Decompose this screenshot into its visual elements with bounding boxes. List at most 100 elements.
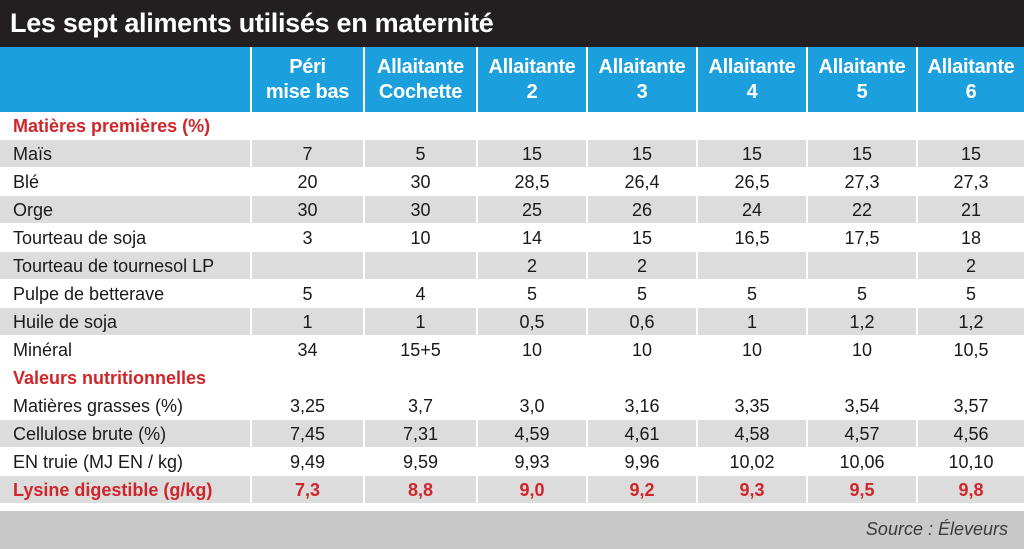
table-cell: 7 [250, 140, 363, 167]
table-cell [250, 252, 363, 279]
table-cell: 3 [250, 224, 363, 251]
table-cell: 21 [916, 196, 1024, 223]
table-cell: 5 [696, 280, 806, 307]
table-cell: 10,02 [696, 448, 806, 475]
table-row: Orge 30 30 25 26 24 22 21 [0, 196, 1024, 224]
table-cell: 15 [476, 140, 586, 167]
raw-materials-rows: Maïs 7 5 15 15 15 15 15 Blé 20 30 28,5 26,4 26,5 27,3 2… [0, 140, 1024, 364]
table-cell: 24 [696, 196, 806, 223]
row-label: Tourteau de tournesol LP [13, 256, 215, 276]
table-cell: 2 [476, 252, 586, 279]
table-cell: 9,59 [363, 448, 476, 475]
table-cell [363, 252, 476, 279]
row-label: Matières grasses (%) [13, 396, 184, 416]
column-header-line1: Allaitante [927, 55, 1015, 78]
table-cell: 5 [586, 280, 696, 307]
feed-table: Péri mise bas Allaitante Cochette Allaitan… [0, 47, 1024, 504]
table-cell [696, 252, 806, 279]
row-label: Lysine digestible (g/kg) [13, 480, 213, 500]
row-label: Maïs [13, 144, 53, 164]
table-row: Huile de soja 1 1 0,5 0,6 1 1,2 1,2 [0, 308, 1024, 336]
table-cell: 3,54 [806, 392, 916, 419]
table-row: Matières grasses (%) 3,25 3,7 3,0 3,16 3,35 3,… [0, 392, 1024, 420]
table-cell: 4,56 [916, 420, 1024, 447]
table-cell: 10,5 [916, 336, 1024, 363]
table-cell: 5 [916, 280, 1024, 307]
table-cell: 1 [363, 308, 476, 335]
table-cell: 9,49 [250, 448, 363, 475]
table-cell: 15+5 [363, 336, 476, 363]
table-cell: 0,5 [476, 308, 586, 335]
column-header: Allaitante 2 [476, 47, 586, 112]
table-cell: 3,0 [476, 392, 586, 419]
row-label: Minéral [13, 340, 73, 360]
table-cell: 9,5 [806, 476, 916, 503]
table-cell: 3,35 [696, 392, 806, 419]
table-cell: 4,59 [476, 420, 586, 447]
table-cell: 3,16 [586, 392, 696, 419]
column-header: Péri mise bas [250, 47, 363, 112]
table-cell: 34 [250, 336, 363, 363]
section-title-nutrition: Valeurs nutritionnelles [0, 364, 1024, 392]
column-header-line2: mise bas [265, 80, 350, 103]
row-label: Huile de soja [13, 312, 118, 332]
table-cell: 17,5 [806, 224, 916, 251]
table-row: Blé 20 30 28,5 26,4 26,5 27,3 27,3 [0, 168, 1024, 196]
table-cell: 4,57 [806, 420, 916, 447]
table-cell: 14 [476, 224, 586, 251]
table-cell [806, 252, 916, 279]
table-cell: 4 [363, 280, 476, 307]
table-cell: 9,8 [916, 476, 1024, 503]
table-cell: 1 [696, 308, 806, 335]
table-cell: 5 [363, 140, 476, 167]
column-header-line1: Allaitante [488, 55, 576, 78]
table-cell: 7,45 [250, 420, 363, 447]
row-label: Tourteau de soja [13, 228, 147, 248]
table-cell: 10 [363, 224, 476, 251]
table-cell: 15 [916, 140, 1024, 167]
table-cell: 9,0 [476, 476, 586, 503]
page-title: Les sept aliments utilisés en maternité [0, 0, 1024, 47]
column-header-line1: Allaitante [376, 55, 465, 78]
table-cell: 30 [363, 168, 476, 195]
table-cell: 3,57 [916, 392, 1024, 419]
table-cell: 1,2 [916, 308, 1024, 335]
table-cell: 1 [250, 308, 363, 335]
table-cell: 20 [250, 168, 363, 195]
table-cell: 10 [476, 336, 586, 363]
table-cell: 15 [806, 140, 916, 167]
column-header-line1: Allaitante [708, 55, 796, 78]
row-label: Cellulose brute (%) [13, 424, 167, 444]
table-row: Minéral 34 15+5 10 10 10 10 10,5 [0, 336, 1024, 364]
column-header: Allaitante 3 [586, 47, 696, 112]
column-header: Allaitante 6 [916, 47, 1024, 112]
table-row: Tourteau de soja 3 10 14 15 16,5 17,5 18 [0, 224, 1024, 252]
column-header-line2: Cochette [378, 80, 463, 103]
table-cell: 27,3 [806, 168, 916, 195]
column-header: Allaitante 4 [696, 47, 806, 112]
table-cell: 5 [476, 280, 586, 307]
table-cell: 3,25 [250, 392, 363, 419]
table-cell: 10,06 [806, 448, 916, 475]
table-cell: 15 [586, 224, 696, 251]
table-row: Maïs 7 5 15 15 15 15 15 [0, 140, 1024, 168]
table-cell: 9,93 [476, 448, 586, 475]
table-cell: 30 [363, 196, 476, 223]
table-cell: 10,10 [916, 448, 1024, 475]
table-cell: 26 [586, 196, 696, 223]
row-label: EN truie (MJ EN / kg) [13, 452, 184, 472]
column-header-line1: Allaitante [818, 55, 906, 78]
table-cell: 10 [696, 336, 806, 363]
table-cell: 4,61 [586, 420, 696, 447]
table-row: Tourteau de tournesol LP 2 2 2 [0, 252, 1024, 280]
table-cell: 1,2 [806, 308, 916, 335]
table-row: Lysine digestible (g/kg) 7,3 8,8 9,0 9,2 9,3 9… [0, 476, 1024, 504]
column-header-line2: 5 [856, 80, 868, 103]
table-cell: 5 [250, 280, 363, 307]
table-cell: 26,4 [586, 168, 696, 195]
table-cell: 25 [476, 196, 586, 223]
row-label: Blé [13, 172, 40, 192]
table-cell: 16,5 [696, 224, 806, 251]
table-cell: 18 [916, 224, 1024, 251]
table-row: Pulpe de betterave 5 4 5 5 5 5 5 [0, 280, 1024, 308]
